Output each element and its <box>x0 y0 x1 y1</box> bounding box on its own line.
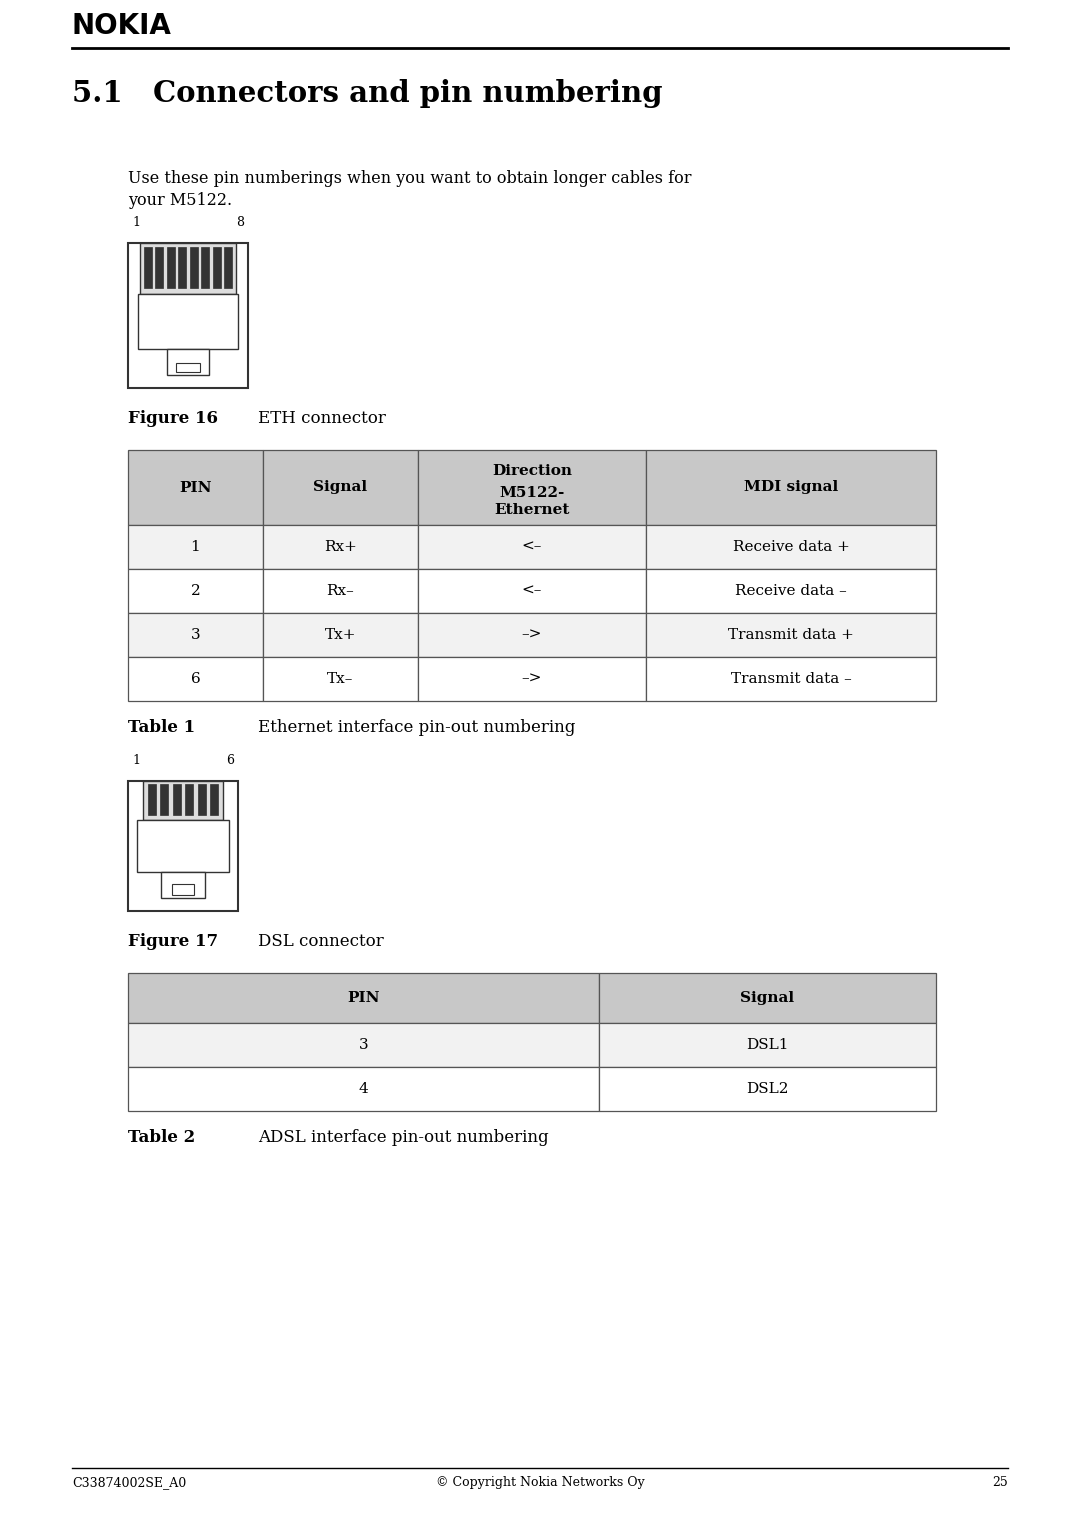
Bar <box>264 568 418 613</box>
Bar <box>190 248 198 287</box>
Bar <box>167 248 175 287</box>
Text: PIN: PIN <box>179 480 212 495</box>
Bar <box>225 248 232 287</box>
Text: Receive data –: Receive data – <box>735 584 847 597</box>
Bar <box>167 348 210 374</box>
Text: 6: 6 <box>191 672 201 686</box>
Bar <box>599 1024 936 1067</box>
Text: Table 1: Table 1 <box>129 720 195 736</box>
Text: C33874002SE_A0: C33874002SE_A0 <box>72 1476 186 1488</box>
Text: ETH connector: ETH connector <box>258 410 386 426</box>
Bar <box>161 872 205 898</box>
Bar <box>599 1067 936 1111</box>
Bar <box>140 243 237 293</box>
Text: MDI signal: MDI signal <box>744 480 838 495</box>
Text: Rx+: Rx+ <box>324 539 356 555</box>
Bar <box>144 781 222 821</box>
Text: Ethernet interface pin-out numbering: Ethernet interface pin-out numbering <box>258 720 576 736</box>
Bar <box>172 885 194 895</box>
Bar <box>202 248 210 287</box>
Bar <box>418 657 646 701</box>
Text: <–: <– <box>522 584 542 597</box>
Bar <box>156 248 163 287</box>
Bar <box>173 784 181 816</box>
Text: 1: 1 <box>191 539 201 555</box>
Text: PIN: PIN <box>348 992 380 1005</box>
Bar <box>646 451 936 526</box>
Bar <box>599 973 936 1024</box>
Text: Signal: Signal <box>741 992 795 1005</box>
Text: 2: 2 <box>191 584 201 597</box>
Bar <box>264 526 418 568</box>
Text: DSL1: DSL1 <box>746 1038 788 1051</box>
Text: Figure 17: Figure 17 <box>129 934 218 950</box>
Bar <box>185 784 193 816</box>
Text: <–: <– <box>522 539 542 555</box>
Bar <box>129 451 264 526</box>
Text: Figure 16: Figure 16 <box>129 410 218 426</box>
Text: 3: 3 <box>191 628 200 642</box>
Bar <box>211 784 218 816</box>
Text: Direction: Direction <box>492 465 572 478</box>
Bar <box>264 657 418 701</box>
Bar <box>148 784 156 816</box>
Text: Use these pin numberings when you want to obtain longer cables for: Use these pin numberings when you want t… <box>129 170 691 186</box>
Bar <box>418 568 646 613</box>
Text: 8: 8 <box>237 215 244 229</box>
Bar <box>418 613 646 657</box>
Bar <box>198 784 206 816</box>
Text: 3: 3 <box>359 1038 368 1051</box>
Bar <box>129 613 264 657</box>
Bar <box>264 613 418 657</box>
Bar <box>418 526 646 568</box>
Text: Transmit data +: Transmit data + <box>728 628 854 642</box>
Text: DSL connector: DSL connector <box>258 934 383 950</box>
Text: Receive data +: Receive data + <box>732 539 850 555</box>
Bar <box>646 526 936 568</box>
Text: –>: –> <box>522 628 542 642</box>
Bar <box>264 451 418 526</box>
Text: 4: 4 <box>359 1082 368 1096</box>
Text: M5122-
Ethernet: M5122- Ethernet <box>495 486 569 516</box>
Text: –>: –> <box>522 672 542 686</box>
Text: 25: 25 <box>993 1476 1008 1488</box>
Bar <box>646 657 936 701</box>
Bar <box>418 451 646 526</box>
Bar <box>160 784 168 816</box>
Bar <box>176 364 200 373</box>
Bar <box>129 973 599 1024</box>
Text: © Copyright Nokia Networks Oy: © Copyright Nokia Networks Oy <box>435 1476 645 1488</box>
Bar <box>213 248 220 287</box>
Text: Table 2: Table 2 <box>129 1129 195 1146</box>
Text: your M5122.: your M5122. <box>129 193 232 209</box>
Text: ADSL interface pin-out numbering: ADSL interface pin-out numbering <box>258 1129 549 1146</box>
Text: 5.1   Connectors and pin numbering: 5.1 Connectors and pin numbering <box>72 79 662 108</box>
Bar <box>129 657 264 701</box>
Bar <box>646 613 936 657</box>
Text: Rx–: Rx– <box>326 584 354 597</box>
Bar <box>646 568 936 613</box>
Bar <box>137 821 229 872</box>
Bar <box>129 526 264 568</box>
Bar <box>129 1024 599 1067</box>
Text: NOKIA: NOKIA <box>72 12 172 40</box>
Bar <box>137 293 239 348</box>
Text: 6: 6 <box>226 753 234 767</box>
Bar <box>144 248 151 287</box>
Text: DSL2: DSL2 <box>746 1082 788 1096</box>
Text: 1: 1 <box>132 753 140 767</box>
Text: Tx+: Tx+ <box>325 628 356 642</box>
Bar <box>129 781 238 911</box>
Text: 1: 1 <box>132 215 140 229</box>
Text: Signal: Signal <box>313 480 367 495</box>
Bar <box>178 248 186 287</box>
Bar <box>129 243 248 388</box>
Bar <box>129 568 264 613</box>
Bar <box>129 1067 599 1111</box>
Text: Transmit data –: Transmit data – <box>731 672 851 686</box>
Text: Tx–: Tx– <box>327 672 353 686</box>
